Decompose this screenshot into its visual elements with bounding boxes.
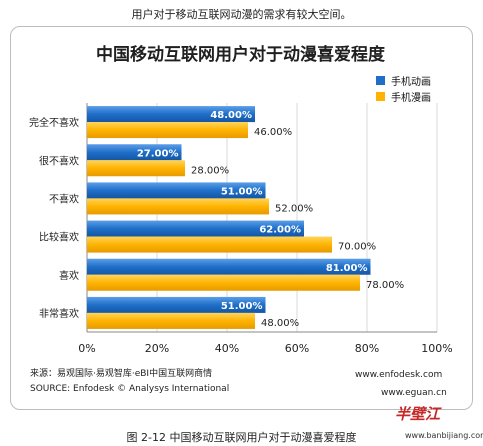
site-logo: 半壁江 — [395, 405, 441, 423]
url-eguan: www.eguan.cn — [381, 388, 447, 398]
x-tick-label: 0% — [78, 342, 95, 355]
source-cn: 来源：易观国际·易观智库·eBI中国互联网商情 — [30, 369, 213, 379]
figure-caption: 图 2-12 中国移动互联网用户对于动漫喜爱程度 — [126, 431, 357, 444]
bar-series1 — [87, 182, 266, 199]
url-enfodesk: www.enfodesk.com — [355, 370, 443, 380]
bar-series2 — [87, 312, 255, 329]
bar-series1 — [87, 258, 371, 275]
category-label: 不喜欢 — [49, 192, 79, 205]
data-label-series1: 27.00% — [137, 148, 179, 159]
top-caption: 用户对于移动互联网动漫的需求有较大空间。 — [131, 8, 352, 21]
chart-title: 中国移动互联网用户对于动漫喜爱程度 — [96, 45, 385, 65]
site-logo-url: www.banbijiang.com — [405, 431, 483, 440]
bar-series1 — [87, 220, 304, 237]
category-label: 喜欢 — [59, 269, 79, 282]
bar-series1 — [87, 144, 182, 161]
category-label: 比较喜欢 — [39, 231, 79, 244]
data-label-series2: 48.00% — [261, 318, 299, 329]
data-label-series2: 52.00% — [275, 203, 313, 214]
x-tick-label: 20% — [145, 342, 169, 355]
data-label-series2: 28.00% — [191, 165, 229, 176]
chart-legend: 手机动画 手机漫画 — [376, 72, 431, 104]
data-label-series1: 62.00% — [259, 225, 301, 236]
bar-series1 — [87, 296, 266, 313]
x-tick-label: 80% — [355, 342, 379, 355]
data-label-series2: 78.00% — [366, 280, 404, 291]
legend-label-series2: 手机漫画 — [391, 92, 431, 104]
x-tick-label: 60% — [285, 342, 309, 355]
data-label-series2: 70.00% — [338, 242, 376, 253]
x-tick-label: 100% — [421, 342, 452, 355]
data-label-series1: 51.00% — [221, 186, 263, 197]
data-label-series1: 51.00% — [221, 301, 263, 312]
category-label: 很不喜欢 — [39, 154, 79, 167]
bar-series2 — [87, 122, 248, 139]
legend-label-series1: 手机动画 — [391, 76, 431, 88]
data-label-series1: 81.00% — [326, 263, 368, 274]
legend-swatch-series2 — [376, 91, 385, 101]
legend-item-series1: 手机动画 — [376, 72, 431, 88]
category-label: 完全不喜欢 — [29, 116, 79, 129]
category-label: 非常喜欢 — [39, 307, 79, 320]
bar-series2 — [87, 198, 269, 215]
bar-series2 — [87, 160, 185, 177]
x-tick-label: 40% — [215, 342, 239, 355]
source-en: SOURCE: Enfodesk © Analysys Internationa… — [30, 384, 230, 394]
bar-series2 — [87, 274, 360, 291]
data-label-series1: 48.00% — [210, 110, 252, 121]
legend-swatch-series1 — [376, 75, 385, 85]
bar-series1 — [87, 106, 255, 123]
bar-series2 — [87, 236, 332, 253]
data-label-series2: 46.00% — [254, 127, 292, 138]
legend-item-series2: 手机漫画 — [376, 88, 431, 104]
